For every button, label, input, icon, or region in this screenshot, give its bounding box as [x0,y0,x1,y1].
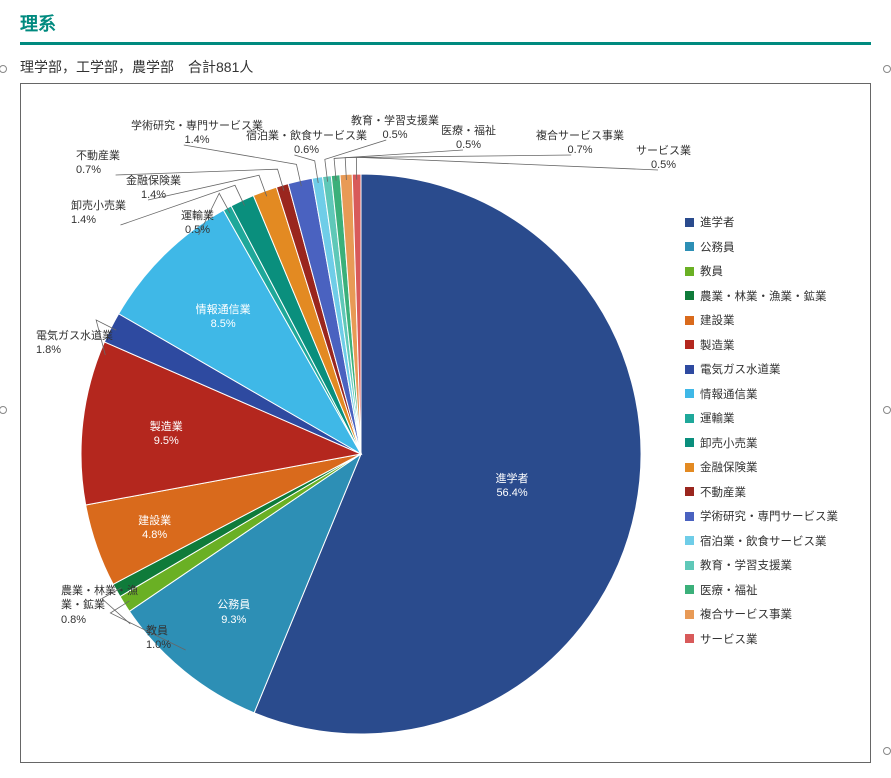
title-rule [20,42,871,45]
legend-swatch [685,561,694,570]
legend-item: 教育・学習支援業 [685,557,838,573]
legend-label: 医療・福祉 [700,582,758,598]
legend-item: 農業・林業・漁業・鉱業 [685,288,838,304]
chart-area: 進学者 56.4%公務員 9.3%建設業 4.8%製造業 9.5%情報通信業 8… [31,94,860,752]
legend-item: 医療・福祉 [685,582,838,598]
legend-swatch [685,291,694,300]
legend-label: 進学者 [700,214,735,230]
legend-swatch [685,487,694,496]
deco-dot [883,747,891,755]
legend-label: 教員 [700,263,723,279]
legend-swatch [685,242,694,251]
legend-item: 卸売小売業 [685,435,838,451]
legend-item: 建設業 [685,312,838,328]
legend-label: 金融保険業 [700,459,758,475]
legend-label: 学術研究・専門サービス業 [700,508,838,524]
legend-label: 農業・林業・漁業・鉱業 [700,288,827,304]
legend-swatch [685,316,694,325]
legend-swatch [685,218,694,227]
callout-line [184,145,302,186]
legend: 進学者公務員教員農業・林業・漁業・鉱業建設業製造業電気ガス水道業情報通信業運輸業… [685,214,838,655]
legend-label: 製造業 [700,337,735,353]
legend-label: 公務員 [700,239,735,255]
legend-label: 情報通信業 [700,386,758,402]
legend-swatch [685,585,694,594]
legend-item: 学術研究・専門サービス業 [685,508,838,524]
legend-item: 不動産業 [685,484,838,500]
legend-label: 運輸業 [700,410,735,426]
legend-swatch [685,536,694,545]
legend-label: 教育・学習支援業 [700,557,792,573]
legend-label: 卸売小売業 [700,435,758,451]
legend-item: 進学者 [685,214,838,230]
legend-swatch [685,389,694,398]
legend-swatch [685,634,694,643]
chart-frame: 進学者 56.4%公務員 9.3%建設業 4.8%製造業 9.5%情報通信業 8… [20,83,871,763]
legend-swatch [685,463,694,472]
legend-item: 情報通信業 [685,386,838,402]
legend-label: 建設業 [700,312,735,328]
legend-label: 複合サービス事業 [700,606,792,622]
chart-subtitle: 理学部，工学部，農学部 合計881人 [20,57,871,77]
section-title: 理系 [20,10,871,36]
legend-label: 宿泊業・飲食サービス業 [700,533,827,549]
legend-swatch [685,610,694,619]
legend-swatch [685,365,694,374]
deco-dot [883,65,891,73]
legend-item: サービス業 [685,631,838,647]
legend-item: 教員 [685,263,838,279]
legend-swatch [685,340,694,349]
legend-label: サービス業 [700,631,758,647]
deco-dot [883,406,891,414]
callout-line [116,169,284,190]
legend-swatch [685,267,694,276]
legend-label: 電気ガス水道業 [700,361,781,377]
legend-item: 宿泊業・飲食サービス業 [685,533,838,549]
legend-item: 電気ガス水道業 [685,361,838,377]
legend-item: 金融保険業 [685,459,838,475]
legend-label: 不動産業 [700,484,746,500]
legend-item: 製造業 [685,337,838,353]
legend-item: 運輸業 [685,410,838,426]
legend-swatch [685,414,694,423]
legend-item: 複合サービス事業 [685,606,838,622]
callout-line [148,175,267,200]
legend-swatch [685,512,694,521]
legend-swatch [685,438,694,447]
callout-line [356,157,658,179]
legend-item: 公務員 [685,239,838,255]
